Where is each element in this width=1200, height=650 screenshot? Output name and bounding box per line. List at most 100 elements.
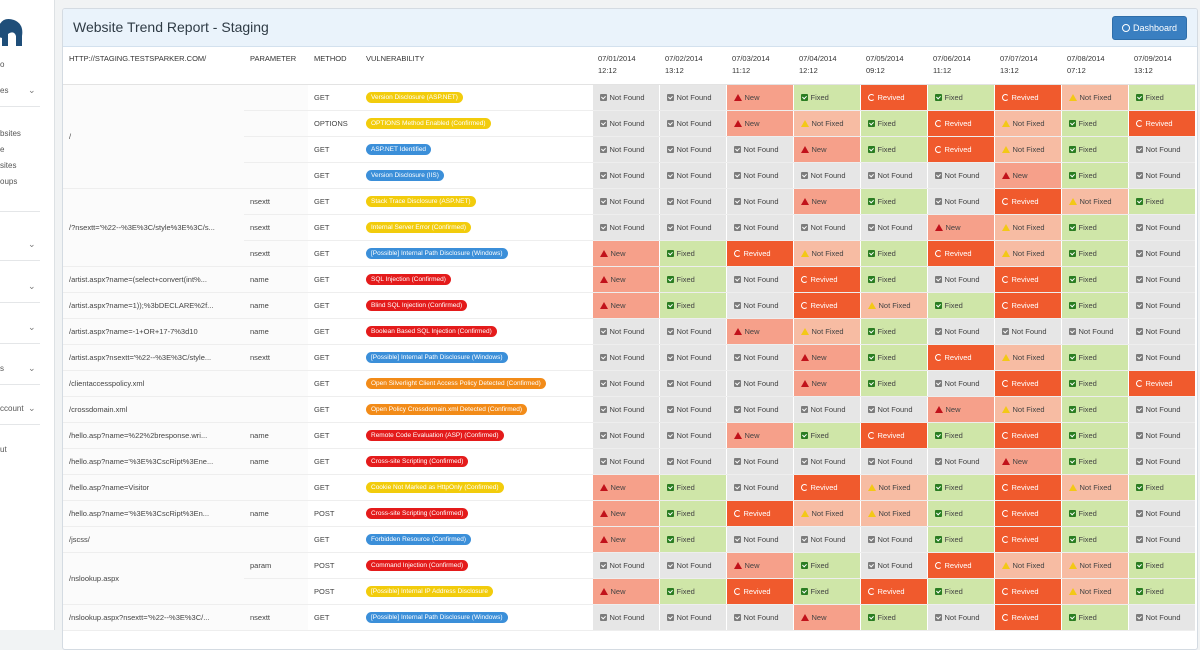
vulnerability-cell: ASP.NET Identified	[360, 136, 592, 163]
sidebar-item-0[interactable]: o	[0, 60, 5, 69]
status-cell: Not Found	[1127, 500, 1195, 527]
vulnerability-badge[interactable]: Stack Trace Disclosure (ASP.NET)	[366, 195, 476, 207]
url-cell[interactable]: /nslookup.aspx?nsextt='%22--%3E%3C/...	[63, 604, 244, 631]
chevron-down-icon[interactable]: ⌄	[28, 403, 36, 413]
check-square-icon	[599, 119, 607, 127]
warning-icon	[800, 327, 809, 335]
method-cell: GET	[308, 474, 360, 501]
vulnerability-badge[interactable]: Blind SQL Injection (Confirmed)	[366, 299, 468, 311]
check-square-icon	[1135, 249, 1143, 257]
chevron-down-icon[interactable]: ⌄	[28, 239, 36, 249]
check-square-icon	[934, 275, 942, 283]
url-cell[interactable]: /hello.asp?name=%22%2bresponse.wri...	[63, 422, 244, 449]
date-column-header[interactable]: 07/08/2014 07:12	[1061, 46, 1128, 85]
chevron-down-icon[interactable]: ⌄	[28, 322, 36, 332]
vulnerability-badge[interactable]: Boolean Based SQL Injection (Confirmed)	[366, 325, 497, 337]
vulnerability-cell: Boolean Based SQL Injection (Confirmed)	[360, 318, 592, 345]
url-column-header[interactable]: HTTP://STAGING.TESTSPARKER.COM/	[63, 46, 244, 85]
vulnerability-badge[interactable]: Internal Server Error (Confirmed)	[366, 221, 471, 233]
check-square-icon	[1135, 509, 1143, 517]
status-cell: Revived	[859, 422, 927, 449]
vulnerability-badge[interactable]: Version Disclosure (IIS)	[366, 169, 444, 181]
sidebar-item-3[interactable]: e	[0, 145, 5, 154]
status-cell: Not Found	[1127, 292, 1195, 319]
sidebar-item-5[interactable]: oups	[0, 177, 18, 186]
status-cell: Fixed	[926, 474, 994, 501]
vulnerability-badge[interactable]: [Possible] Internal IP Address Disclosur…	[366, 585, 493, 597]
url-cell[interactable]: /jscss/	[63, 526, 244, 553]
status-label: Fixed	[1078, 222, 1097, 232]
date-column-header[interactable]: 07/02/2014 13:12	[659, 46, 726, 85]
url-cell[interactable]: /artist.aspx?name=1));%3bDECLARE%2f...	[63, 292, 244, 319]
vulnerability-badge[interactable]: Remote Code Evaluation (ASP) (Confirmed)	[366, 429, 504, 441]
chevron-down-icon[interactable]: ⌄	[28, 363, 36, 373]
check-square-icon	[867, 405, 875, 413]
method-column-header[interactable]: METHOD	[308, 46, 360, 85]
sidebar-item-10[interactable]: ccount	[0, 404, 24, 413]
parameter-column-header[interactable]: PARAMETER	[244, 46, 308, 85]
vulnerability-badge[interactable]: [Possible] Internal Path Disclosure (Win…	[366, 611, 508, 623]
url-cell[interactable]: /crossdomain.xml	[63, 396, 244, 423]
vulnerability-badge[interactable]: SQL Injection (Confirmed)	[366, 273, 451, 285]
check-square-icon	[1135, 197, 1143, 205]
parameter-cell: nsextt	[244, 604, 308, 631]
status-cell: Revived	[993, 422, 1061, 449]
date-column-header[interactable]: 07/04/2014 12:12	[793, 46, 860, 85]
vulnerability-badge[interactable]: Command Injection (Confirmed)	[366, 559, 469, 571]
url-cell[interactable]: /?nsextt='%22--%3E%3C/style%3E%3C/s...	[63, 188, 244, 267]
sidebar-item-9[interactable]: s	[0, 364, 4, 373]
status-cell: Revived	[993, 370, 1061, 397]
sidebar-item-11[interactable]: ut	[0, 445, 7, 454]
status-cell: Not Found	[725, 344, 793, 371]
table-row: /?nsextt='%22--%3E%3C/style%3E%3C/s... ns…	[63, 188, 1195, 267]
status-cell: Fixed	[926, 422, 994, 449]
vulnerability-badge[interactable]: [Possible] Internal Path Disclosure (Win…	[366, 351, 508, 363]
status-label: Revived	[877, 430, 905, 440]
status-cell: Fixed	[658, 240, 726, 267]
sidebar-item-1[interactable]: es	[0, 86, 9, 95]
vulnerability-badge[interactable]: Cross-site Scripting (Confirmed)	[366, 507, 469, 519]
check-square-icon	[666, 535, 674, 543]
vulnerability-badge[interactable]: [Possible] Internal Path Disclosure (Win…	[366, 247, 508, 259]
date-column-header[interactable]: 07/01/2014 12:12	[592, 46, 659, 85]
vulnerability-badge[interactable]: ASP.NET Identified	[366, 143, 432, 155]
status-cell: Fixed	[658, 578, 726, 605]
status-label: Revived	[743, 586, 771, 596]
status-label: Revived	[944, 560, 972, 570]
status-label: Not Found	[1145, 248, 1181, 258]
dashboard-button[interactable]: Dashboard	[1111, 16, 1187, 40]
date-column-header[interactable]: 07/09/2014 13:12	[1128, 46, 1195, 85]
vulnerability-badge[interactable]: Open Policy Crossdomain.xml Detected (Co…	[366, 403, 527, 415]
date-column-header[interactable]: 07/07/2014 13:12	[994, 46, 1061, 85]
vulnerability-badge[interactable]: Cookie Not Marked as HttpOnly (Confirmed…	[366, 481, 504, 493]
status-label: Fixed	[676, 274, 695, 284]
status-label: Fixed	[676, 586, 695, 596]
url-cell[interactable]: /artist.aspx?name=-1+OR+17-7%3d10	[63, 318, 244, 345]
url-cell[interactable]: /hello.asp?name='%3E%3CscRipt%3En...	[63, 500, 244, 527]
chevron-down-icon[interactable]: ⌄	[28, 281, 36, 291]
url-cell[interactable]: /artist.aspx?name=(select+convert(int%..…	[63, 266, 244, 293]
date-column-header[interactable]: 07/03/2014 11:12	[726, 46, 793, 85]
vulnerability-column-header[interactable]: VULNERABILITY	[360, 46, 592, 85]
url-cell[interactable]: /	[63, 84, 244, 189]
method-cell: GET	[308, 370, 360, 397]
table-row: nsextt GET [Possible] Internal Path Disclo…	[63, 240, 1195, 267]
sidebar-item-2[interactable]: bsites	[0, 129, 21, 138]
url-cell[interactable]: /artist.aspx?nsextt='%22--%3E%3C/style..…	[63, 344, 244, 371]
url-cell[interactable]: /nslookup.aspx	[63, 552, 244, 605]
url-cell[interactable]: /hello.asp?name='%3E%3CscRipt%3Ene...	[63, 448, 244, 475]
vulnerability-badge[interactable]: OPTIONS Method Enabled (Confirmed)	[366, 117, 491, 129]
chevron-down-icon[interactable]: ⌄	[28, 85, 36, 95]
sidebar-item-4[interactable]: sites	[0, 161, 17, 170]
vulnerability-badge[interactable]: Open Silverlight Client Access Policy De…	[366, 377, 546, 389]
vulnerability-badge[interactable]: Cross-site Scripting (Confirmed)	[366, 455, 469, 467]
url-cell[interactable]: /clientaccesspolicy.xml	[63, 370, 244, 397]
date-column-header[interactable]: 07/05/2014 09:12	[860, 46, 927, 85]
vulnerability-badge[interactable]: Version Disclosure (ASP.NET)	[366, 91, 463, 103]
date-column-header[interactable]: 07/06/2014 11:12	[927, 46, 994, 85]
vulnerability-cell: Open Silverlight Client Access Policy De…	[360, 370, 592, 397]
url-cell[interactable]: /hello.asp?name=Visitor	[63, 474, 244, 501]
vulnerability-badge[interactable]: Forbidden Resource (Confirmed)	[366, 533, 472, 545]
table-row: /artist.aspx?nsextt='%22--%3E%3C/style..…	[63, 344, 1195, 371]
status-label: Revived	[877, 586, 905, 596]
